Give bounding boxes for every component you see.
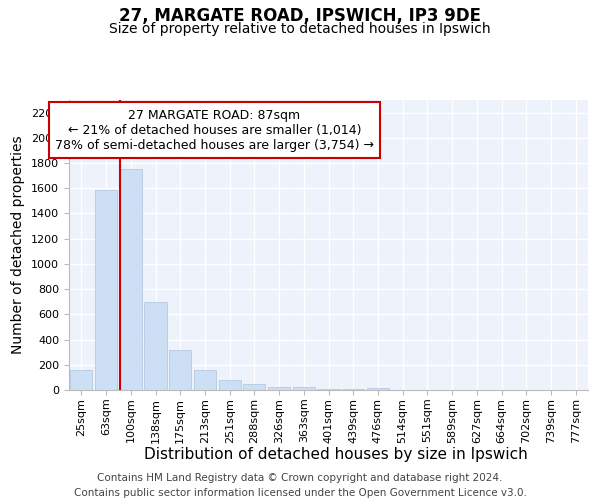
- Bar: [169, 350, 191, 390]
- Bar: [218, 380, 241, 390]
- Y-axis label: Number of detached properties: Number of detached properties: [11, 136, 25, 354]
- Bar: [119, 170, 142, 390]
- Text: Size of property relative to detached houses in Ipswich: Size of property relative to detached ho…: [109, 22, 491, 36]
- Bar: [268, 387, 290, 390]
- Bar: [243, 384, 265, 390]
- Bar: [367, 388, 389, 390]
- Bar: [95, 190, 117, 390]
- Bar: [194, 370, 216, 390]
- Bar: [70, 370, 92, 390]
- Text: 27 MARGATE ROAD: 87sqm
← 21% of detached houses are smaller (1,014)
78% of semi-: 27 MARGATE ROAD: 87sqm ← 21% of detached…: [55, 108, 374, 152]
- Bar: [317, 388, 340, 390]
- Text: 27, MARGATE ROAD, IPSWICH, IP3 9DE: 27, MARGATE ROAD, IPSWICH, IP3 9DE: [119, 8, 481, 26]
- Text: Distribution of detached houses by size in Ipswich: Distribution of detached houses by size …: [144, 448, 528, 462]
- Bar: [145, 302, 167, 390]
- Text: Contains HM Land Registry data © Crown copyright and database right 2024.
Contai: Contains HM Land Registry data © Crown c…: [74, 472, 526, 498]
- Bar: [293, 388, 315, 390]
